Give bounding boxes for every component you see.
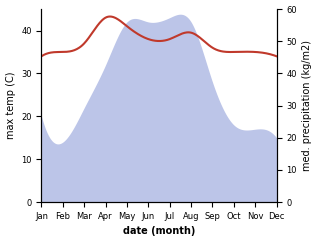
- Y-axis label: max temp (C): max temp (C): [5, 72, 16, 139]
- X-axis label: date (month): date (month): [123, 227, 195, 236]
- Y-axis label: med. precipitation (kg/m2): med. precipitation (kg/m2): [302, 40, 313, 171]
